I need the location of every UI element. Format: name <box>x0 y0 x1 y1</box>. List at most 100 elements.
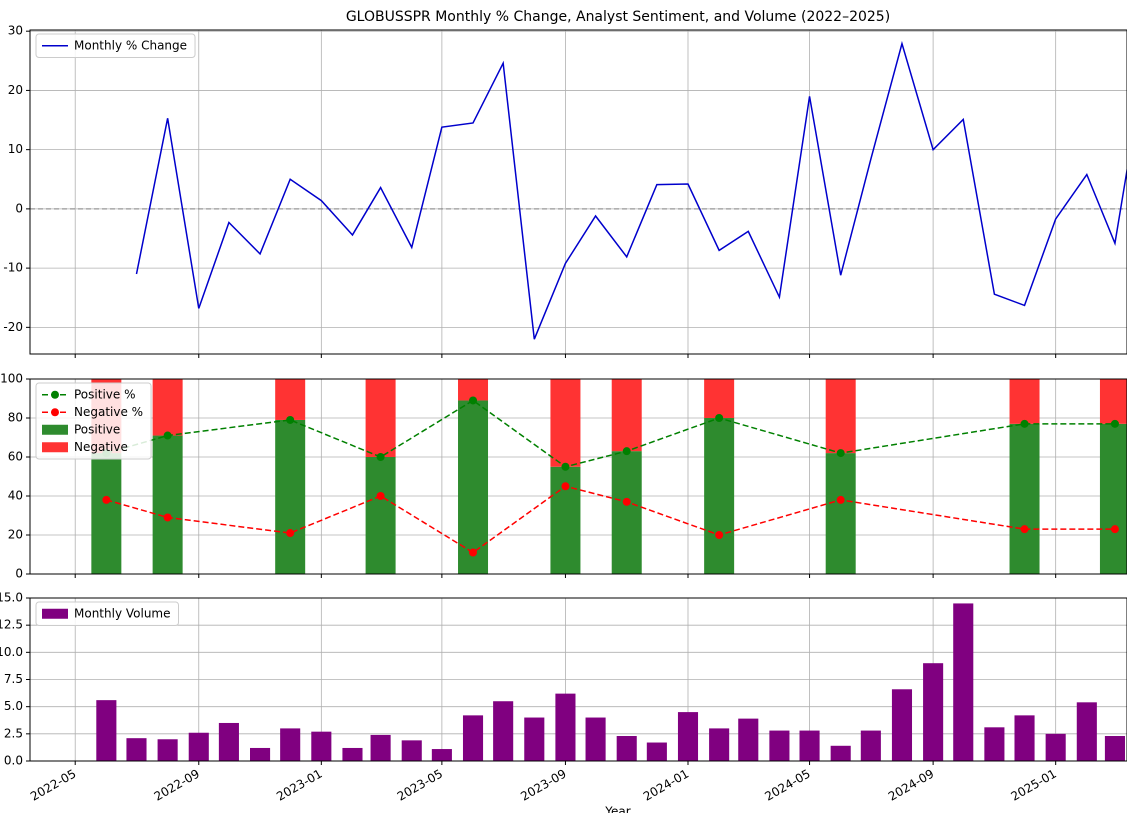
bar <box>1076 702 1097 761</box>
bar <box>218 722 239 761</box>
x-tick-label: 2025-01 <box>1009 767 1059 804</box>
y-tick-label: 15.0 <box>0 591 23 605</box>
x-tick-label: 2024-01 <box>641 767 691 804</box>
bar <box>953 603 974 761</box>
bar <box>555 693 576 761</box>
bar <box>585 717 606 761</box>
legend: Monthly % Change <box>35 33 196 58</box>
y-tick-label: 0.0 <box>4 754 23 768</box>
bar <box>370 734 391 761</box>
y-tick-label: -20 <box>3 320 23 334</box>
bar-segment <box>825 379 856 454</box>
bar <box>891 689 913 761</box>
legend-swatch <box>42 442 68 453</box>
bar <box>646 742 667 761</box>
bar <box>738 718 759 761</box>
bar-segment <box>1099 423 1127 574</box>
x-tick-label: 2023-09 <box>518 767 568 804</box>
bar <box>709 728 730 761</box>
x-tick-label: 2022-05 <box>28 767 78 804</box>
y-tick-label: 0 <box>15 567 23 581</box>
legend-swatch <box>42 608 68 619</box>
legend-box <box>35 382 152 460</box>
data-point <box>1020 525 1029 534</box>
bar <box>769 730 790 761</box>
chart-title: GLOBUSSPR Monthly % Change, Analyst Sent… <box>346 9 890 25</box>
bar-segment <box>91 453 122 574</box>
bar-segment <box>825 453 856 574</box>
data-point <box>1020 419 1029 428</box>
y-tick-label: -10 <box>3 261 23 275</box>
legend-label: Monthly Volume <box>74 606 171 620</box>
data-point <box>469 548 478 557</box>
y-tick-label: 60 <box>8 450 23 464</box>
data-point <box>622 497 631 506</box>
data-point <box>836 495 845 504</box>
y-tick-label: 20 <box>8 528 23 542</box>
plot-frame <box>29 29 1127 355</box>
bar <box>280 728 301 761</box>
bar-segment <box>365 379 396 457</box>
bar-segment <box>1009 379 1040 424</box>
bar-segment <box>611 451 642 574</box>
data-point <box>836 449 845 458</box>
y-tick-label: 100 <box>0 372 23 386</box>
legend-label: Negative <box>74 440 128 454</box>
bar <box>1104 736 1125 761</box>
data-point <box>376 492 385 500</box>
data-point <box>622 447 631 456</box>
bar <box>1045 733 1066 761</box>
plot-frame <box>29 378 1127 575</box>
y-tick-label: 5.0 <box>4 699 23 713</box>
bar <box>96 700 117 761</box>
bar-segment <box>704 379 735 418</box>
bar <box>1014 715 1035 761</box>
y-tick-label: 2.5 <box>4 726 23 740</box>
bar-segment <box>275 419 306 574</box>
legend-box <box>35 33 196 58</box>
legend-box <box>35 601 179 626</box>
bar-segment <box>1099 379 1127 424</box>
legend-label: Monthly % Change <box>74 38 187 52</box>
bar <box>188 732 209 761</box>
y-tick-label: 80 <box>8 411 23 425</box>
y-tick-label: 10.0 <box>0 645 23 659</box>
legend-marker <box>51 408 59 417</box>
data-point <box>715 531 724 539</box>
x-tick-label: 2024-05 <box>762 767 812 804</box>
bar <box>984 727 1005 761</box>
y-tick-label: 12.5 <box>0 618 23 632</box>
y-tick-label: 30 <box>8 24 23 38</box>
legend-label: Positive % <box>74 387 135 401</box>
legend-label: Positive <box>74 422 120 436</box>
x-tick-label: 2024-09 <box>886 767 936 804</box>
data-point <box>561 462 570 471</box>
x-tick-label: 2023-01 <box>274 767 324 804</box>
plot-area <box>30 30 1127 354</box>
legend: Positive % Negative % Positive Negative <box>35 382 152 460</box>
x-axis-label: Year <box>604 805 630 813</box>
y-tick-label: 7.5 <box>4 672 23 686</box>
bar <box>799 730 820 761</box>
bar-segment <box>1009 423 1040 574</box>
y-tick-label: 20 <box>8 83 23 97</box>
bar <box>250 747 271 761</box>
x-tick-label: 2023-05 <box>395 767 445 804</box>
bar-segment <box>550 379 581 467</box>
plot-area <box>30 598 1127 761</box>
bar-segment <box>152 379 183 436</box>
panel: -20 -10 0 10 20 30 Monthly % Change <box>3 24 1127 358</box>
bar <box>342 747 363 761</box>
bar-segment <box>611 379 642 452</box>
bar-segment <box>152 435 183 574</box>
bar <box>311 731 332 761</box>
data-point <box>469 396 478 405</box>
bar <box>524 717 545 761</box>
data-point <box>561 482 570 491</box>
x-tick-label: 2022-09 <box>152 767 202 804</box>
data-point <box>102 495 111 504</box>
bar <box>923 663 944 761</box>
bar <box>431 749 452 761</box>
bar-segment <box>365 457 396 574</box>
